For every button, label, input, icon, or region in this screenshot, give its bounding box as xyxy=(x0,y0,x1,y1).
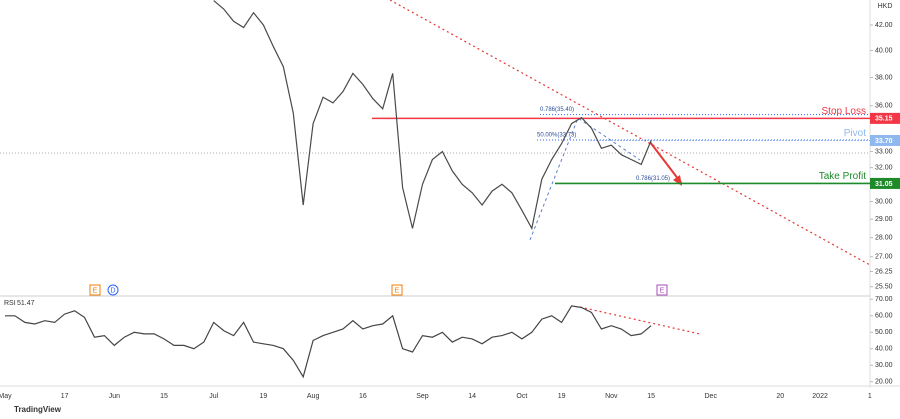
pattern-line xyxy=(529,117,641,241)
event-marker xyxy=(391,284,403,296)
x-tick-label: 16 xyxy=(359,393,367,400)
y-tick-label: 20.00 xyxy=(875,379,893,386)
x-tick-label: 17 xyxy=(61,393,69,400)
y-tick-label: 29.00 xyxy=(875,216,893,223)
y-tick-label: 27.00 xyxy=(875,254,893,261)
level-label: 31.05 xyxy=(875,181,893,188)
x-tick-label: 20 xyxy=(776,393,784,400)
y-tick-label: 30.00 xyxy=(875,198,893,205)
x-tick-label: 15 xyxy=(647,393,655,400)
y-tick-label: 60.00 xyxy=(875,313,893,320)
level-label: 33.70 xyxy=(875,138,893,145)
y-tick-label: 33.00 xyxy=(875,148,893,155)
level-name: Stop Loss xyxy=(822,106,866,117)
event-marker xyxy=(107,284,119,296)
x-tick-label: Sep xyxy=(416,393,429,400)
currency: HKD xyxy=(878,3,893,10)
level-box xyxy=(870,112,900,124)
x-tick-label: 19 xyxy=(558,393,566,400)
fib-label: 50.00%(33.73) xyxy=(537,133,576,139)
rsi-last-value: 51.47 xyxy=(17,300,35,307)
x-tick-label: Aug xyxy=(307,393,320,400)
fib-label: 0.786(31.05) xyxy=(636,176,670,182)
x-tick-label: May xyxy=(0,393,12,400)
x-tick-label: Jun xyxy=(109,393,120,400)
x-tick-label: 15 xyxy=(160,393,168,400)
y-tick-label: 32.00 xyxy=(875,164,893,171)
event-marker xyxy=(89,284,101,296)
level-box xyxy=(870,177,900,189)
level-name: Take Profit xyxy=(819,171,866,182)
x-tick-label: Jul xyxy=(209,393,218,400)
level-name: Pivot xyxy=(844,128,866,139)
series-line xyxy=(213,0,652,231)
level-box xyxy=(870,134,900,146)
event-marker xyxy=(656,284,668,296)
x-tick-label: 1 xyxy=(868,393,872,400)
price-plot xyxy=(213,0,870,231)
x-tick-label: Oct xyxy=(516,393,527,400)
rsi-trendline xyxy=(579,306,701,335)
x-tick-label: 14 xyxy=(468,393,476,400)
fib-label: 0.786(35.40) xyxy=(540,107,574,113)
trendline xyxy=(389,0,871,266)
series-line xyxy=(5,305,652,379)
event-label: E xyxy=(395,287,400,294)
y-tick-label: 26.25 xyxy=(875,268,893,275)
y-tick-label: 38.00 xyxy=(875,74,893,81)
event-label: D xyxy=(110,287,115,294)
x-tick-label: Nov xyxy=(605,393,618,400)
branding: TradingView xyxy=(14,405,62,414)
y-tick-label: 40.00 xyxy=(875,47,893,54)
y-tick-label: 30.00 xyxy=(875,362,893,369)
y-tick-label: 42.00 xyxy=(875,22,893,29)
y-tick-label: 36.00 xyxy=(875,103,893,110)
level-label: 35.15 xyxy=(875,116,893,123)
x-tick-label: 2022 xyxy=(812,393,828,400)
arrow xyxy=(649,141,683,185)
event-label: E xyxy=(660,287,665,294)
y-tick-label: 28.00 xyxy=(875,234,893,241)
event-label: E xyxy=(93,287,98,294)
y-tick-label: 40.00 xyxy=(875,346,893,353)
y-tick-label: 25.50 xyxy=(875,284,893,291)
x-tick-label: Dec xyxy=(705,393,718,400)
x-tick-label: 19 xyxy=(260,393,268,400)
y-tick-label: 50.00 xyxy=(875,329,893,336)
rsi-title: RSI xyxy=(4,300,16,307)
y-tick-label: 70.00 xyxy=(875,296,893,303)
